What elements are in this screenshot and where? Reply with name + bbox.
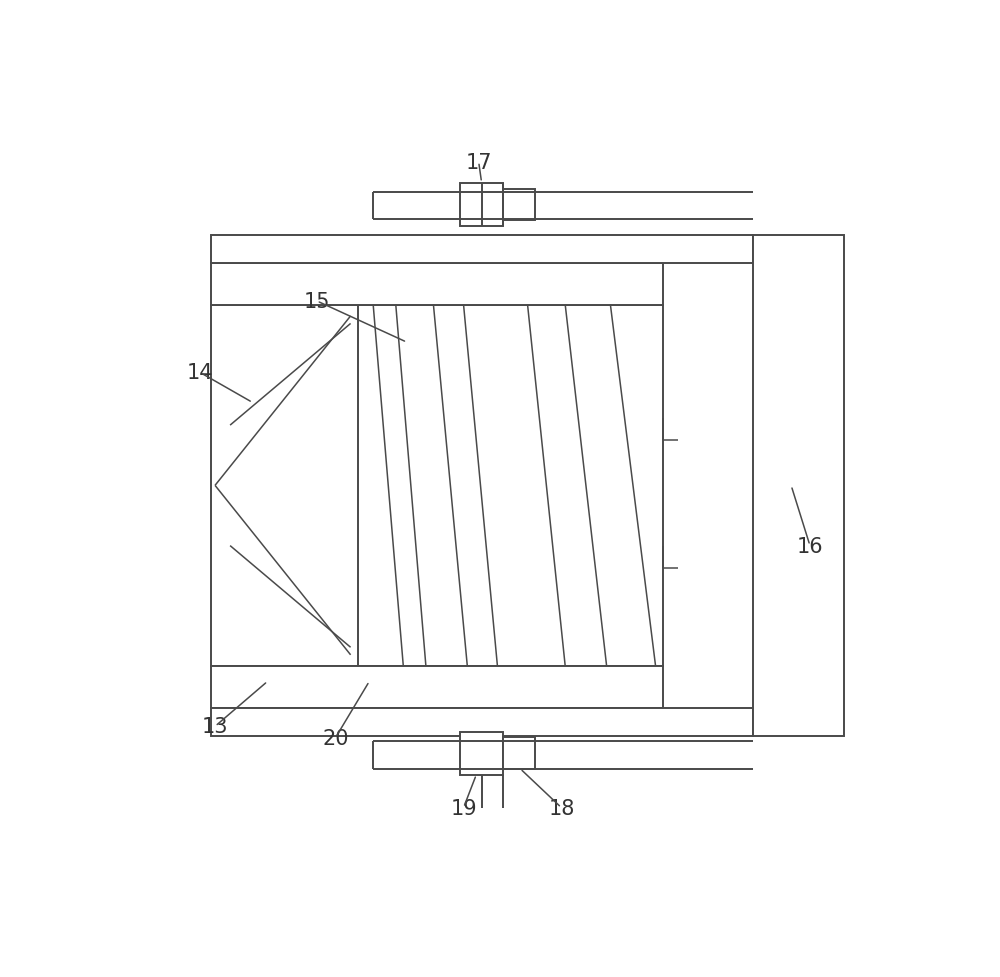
Bar [753, 235, 844, 737]
Bar [503, 190, 535, 221]
Bar [460, 185, 503, 227]
Bar [211, 235, 753, 264]
Bar [503, 737, 535, 769]
Text: 20: 20 [322, 728, 349, 747]
Bar [211, 305, 663, 666]
Text: 13: 13 [202, 716, 228, 737]
Text: 17: 17 [465, 152, 492, 172]
Bar [460, 733, 503, 775]
Text: 15: 15 [303, 291, 330, 312]
Text: 16: 16 [797, 536, 823, 556]
Bar [211, 666, 663, 707]
Text: 14: 14 [187, 363, 213, 383]
Text: 18: 18 [548, 798, 575, 818]
Text: 19: 19 [450, 798, 477, 818]
Bar [211, 264, 663, 305]
Bar [211, 707, 753, 737]
